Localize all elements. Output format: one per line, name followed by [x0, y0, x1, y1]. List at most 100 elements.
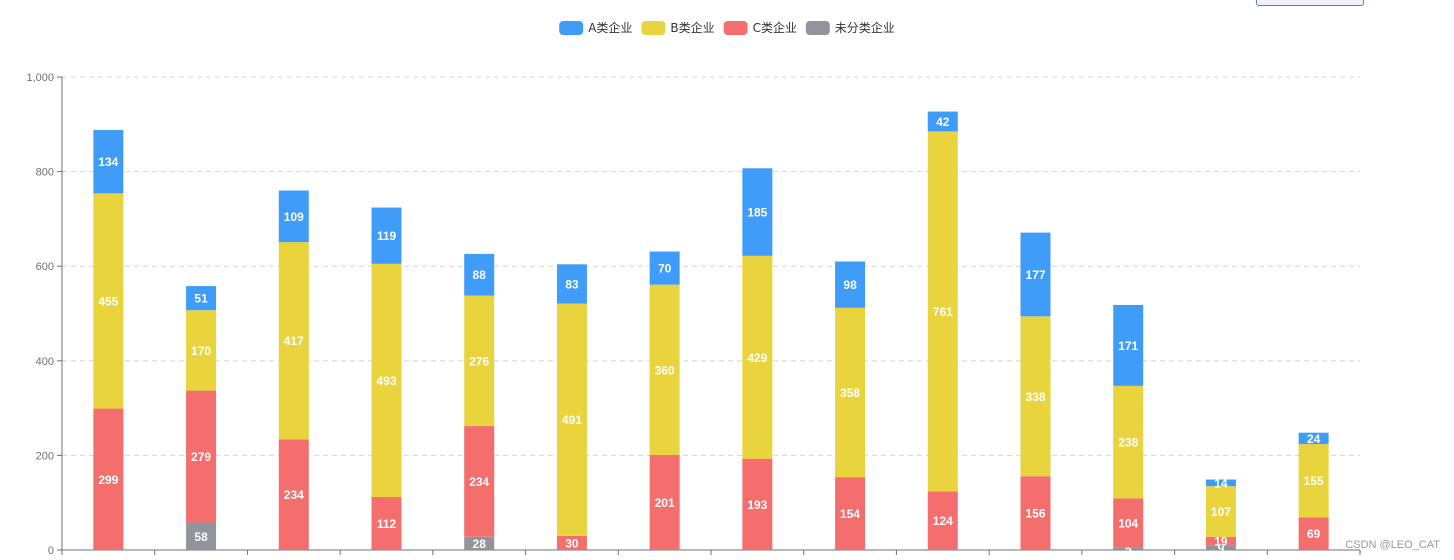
bar-segment [556, 303, 587, 536]
bar-value-label: 19 [1214, 535, 1228, 549]
y-tick-label: 400 [36, 356, 54, 368]
bar-segment [1113, 304, 1144, 386]
bar-value-label: 238 [1118, 436, 1138, 450]
bar-value-label: 156 [1025, 507, 1045, 521]
bar-value-label: 761 [933, 305, 953, 319]
bar-segment [649, 251, 680, 285]
bar-segment [742, 255, 773, 459]
legend-label: C类企业 [753, 20, 797, 35]
bar-segment [1205, 536, 1236, 546]
bar-segment [1298, 432, 1329, 445]
legend-swatch [805, 21, 830, 35]
bar-segment [649, 454, 680, 550]
bar-value-label: 134 [98, 155, 118, 169]
bar-segment [1298, 444, 1329, 518]
bar-segment [1020, 316, 1051, 477]
legend-item[interactable]: C类企业 [723, 20, 797, 35]
legend-label: 未分类企业 [835, 20, 895, 35]
bar-value-label: 299 [98, 473, 118, 487]
axes: 0 200 400 600 800 1,000 [26, 72, 1361, 557]
bar-value-label: 358 [840, 386, 860, 400]
bar-value-label: 28 [473, 537, 487, 551]
bar-segment [371, 497, 402, 550]
bar-segment [371, 207, 402, 264]
bar-segment [1020, 232, 1051, 317]
bar-segment [371, 263, 402, 498]
bar-segment [186, 522, 217, 550]
y-tick-label: 0 [48, 545, 54, 557]
bar-segment [835, 477, 866, 550]
grid-lines [62, 76, 1360, 456]
bar-segment [278, 439, 309, 550]
bar-segment [186, 310, 217, 391]
bar-value-label: 171 [1118, 339, 1138, 353]
watermark-text: CSDN @LEO_CAT [1345, 539, 1440, 551]
bar-segment [93, 129, 124, 194]
bar-segment [278, 190, 309, 243]
bar-value-label: 154 [840, 507, 860, 521]
bar-value-label: 124 [933, 514, 953, 528]
bar-value-label: 276 [469, 354, 489, 368]
legend-swatch [559, 21, 584, 35]
bar-value-label: 30 [565, 536, 579, 550]
bar-segment [1020, 476, 1051, 550]
bar-value-label: 234 [469, 475, 489, 489]
legend-label: B类企业 [670, 20, 714, 35]
toolbar-button[interactable] [1256, 0, 1364, 6]
bar-segment [742, 458, 773, 550]
bar-segment [464, 426, 495, 537]
bar-value-label: 155 [1304, 474, 1324, 488]
bar-value-label: 360 [655, 363, 675, 377]
bar-value-label: 14 [1214, 476, 1228, 490]
bar-segment [1205, 479, 1236, 487]
legend-swatch [641, 21, 666, 35]
bar-segment [556, 264, 587, 304]
bar-value-label: 177 [1025, 268, 1045, 282]
bar-segment [186, 286, 217, 311]
bar-segment [835, 307, 866, 478]
bar-segment [1205, 545, 1236, 550]
y-tick-label: 200 [36, 450, 54, 462]
bar-segment [927, 131, 958, 492]
y-tick-label: 1,000 [26, 72, 54, 84]
bar-value-label: 417 [284, 334, 304, 348]
bar-value-label: 185 [747, 206, 767, 220]
legend-label: A类企业 [588, 20, 632, 35]
bar-value-label: 119 [377, 229, 397, 243]
bar-value-label: 193 [747, 498, 767, 512]
legend-item[interactable]: B类企业 [641, 20, 715, 35]
legend[interactable]: A类企业 B类企业 C类企业 未分类企业 [559, 20, 895, 35]
bar-value-label: 70 [658, 262, 672, 276]
bar-segment [835, 261, 866, 308]
bar-segment [1113, 547, 1144, 550]
bar-segment [464, 253, 495, 296]
bar-value-label: 83 [565, 277, 579, 291]
bar-segment [464, 536, 495, 550]
bar-segment [927, 491, 958, 550]
bar-value-label: 493 [376, 374, 396, 388]
bar-segment [1298, 517, 1329, 550]
bar-segment [927, 111, 958, 132]
bar-value-label: 24 [1307, 432, 1321, 446]
bar-segment [278, 242, 309, 440]
bar-segment [1205, 486, 1236, 537]
bar-segment [649, 284, 680, 455]
bar-segment [93, 408, 124, 550]
bar-segment [742, 168, 773, 256]
bar-value-label: 170 [191, 344, 211, 358]
bar-value-label: 9 [1218, 541, 1225, 555]
bar-segment [186, 390, 217, 523]
bar-value-label: 58 [194, 530, 208, 544]
bar-value-label: 98 [843, 278, 857, 292]
bar-segment [93, 193, 124, 409]
legend-item[interactable]: 未分类企业 [805, 20, 895, 35]
bar-value-label: 112 [377, 517, 397, 531]
bar-value-label: 107 [1211, 505, 1231, 519]
bar-value-label: 429 [747, 351, 767, 365]
y-tick-label: 800 [36, 167, 54, 179]
legend-item[interactable]: A类企业 [559, 20, 632, 35]
bar-value-label: 455 [98, 294, 118, 308]
bar-value-label: 338 [1025, 390, 1045, 404]
bar-value-label: 5 [1125, 542, 1132, 556]
